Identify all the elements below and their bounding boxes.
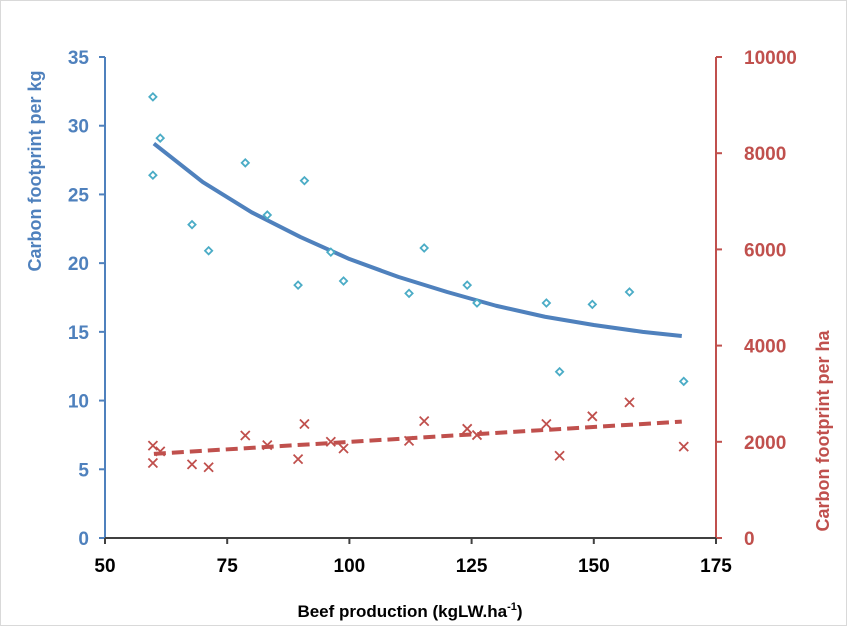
right-axis-ticks: 0 2000 4000 6000 8000 10000 [716,48,797,550]
left-tick-label: 35 [68,48,90,69]
left-tick-label: 20 [68,254,89,275]
per-ha-point [462,423,473,434]
x-axis-ticks: 50 75 100 125 150 175 [94,538,732,577]
left-axis-ticks: 0 5 10 15 20 25 30 35 [68,48,105,550]
per-kg-trend-line [152,142,682,338]
per-ha-point [147,457,159,469]
x-tick-label: 75 [217,556,239,577]
per-ha-point [678,441,689,452]
per-kg-point [187,219,197,230]
per-ha-point [240,430,251,441]
axes [104,57,717,539]
per-ha-point [292,453,304,465]
per-kg-points-group [148,91,689,387]
per-ha-point [186,459,198,470]
per-kg-point [240,157,251,168]
per-kg-point [624,287,635,297]
right-tick-label: 10000 [744,48,797,69]
right-tick-label: 4000 [744,337,786,358]
per-kg-point [338,276,349,286]
right-tick-label: 8000 [744,144,786,165]
per-kg-point [462,280,473,291]
per-kg-point [419,243,430,253]
per-kg-point [541,298,552,308]
per-kg-point [554,366,565,377]
right-tick-label: 6000 [744,240,786,261]
left-tick-label: 25 [68,185,90,206]
per-kg-point [148,170,158,181]
x-tick-label: 125 [456,556,488,577]
per-kg-point [155,133,166,143]
per-ha-point [203,462,214,473]
per-ha-point [541,418,552,430]
per-kg-point [203,245,214,256]
per-ha-point [262,440,273,451]
per-ha-trend-group [153,419,682,456]
x-axis-title-sup: -1 [507,601,517,613]
per-kg-point [587,299,598,310]
per-ha-point [147,440,159,451]
per-kg-point [148,91,158,102]
per-ha-point [325,436,336,447]
per-kg-point [678,376,689,387]
right-axis-title: Carbon footprint per ha [813,330,833,532]
left-tick-label: 30 [68,117,89,138]
x-axis-title: Beef production (kgLW.ha-1) [297,601,522,621]
per-kg-trend-group [152,142,682,338]
per-ha-point [155,446,166,457]
x-tick-label: 50 [94,556,115,577]
per-ha-point [471,429,483,441]
per-ha-point [624,397,635,408]
per-ha-trend-line [153,419,682,456]
per-ha-point [403,435,415,446]
x-axis-title-end: ) [517,602,523,621]
left-tick-label: 15 [68,323,90,344]
per-ha-point [554,450,565,461]
x-tick-label: 175 [700,556,732,577]
per-ha-point [587,411,598,422]
per-kg-point [262,210,273,220]
per-kg-point [325,247,336,258]
per-kg-point [472,298,482,308]
x-axis-title-main: Beef production (kgLW.ha [297,602,507,621]
x-tick-label: 100 [334,556,366,577]
left-tick-label: 5 [78,460,89,481]
per-kg-point [299,175,310,186]
per-ha-point [338,443,349,454]
right-tick-label: 2000 [744,433,786,454]
per-ha-points-group [147,397,689,473]
left-axis-title: Carbon footprint per kg [25,71,45,272]
per-ha-point [419,415,430,427]
per-kg-point [293,280,303,291]
right-tick-label: 0 [744,529,755,550]
left-tick-label: 10 [68,392,89,413]
per-ha-point [299,418,310,430]
left-tick-label: 0 [78,529,89,550]
x-tick-label: 150 [578,556,610,577]
per-kg-point [404,288,414,299]
